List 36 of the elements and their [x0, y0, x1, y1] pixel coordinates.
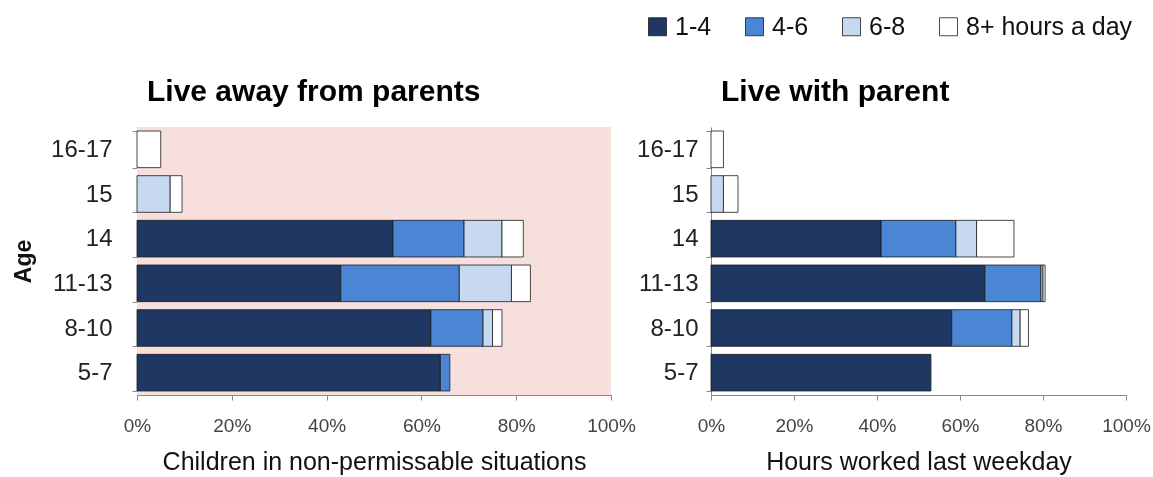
- x-tick-label: 0%: [697, 414, 726, 436]
- y-tick-label: 14: [671, 224, 699, 252]
- bar: [136, 130, 162, 169]
- legend-label: 4-6: [772, 11, 809, 40]
- x-tick-label: 20%: [213, 414, 252, 436]
- x-tick-label: 40%: [858, 414, 897, 436]
- x-tick-label: 100%: [587, 414, 636, 436]
- x-axis-title: Hours worked last weekday: [766, 446, 1073, 475]
- y-tick-label: 8-10: [650, 313, 699, 341]
- y-tick-label: 5-7: [77, 358, 113, 386]
- chart-title: Live away from parents: [147, 74, 481, 107]
- y-axis-title: Age: [10, 239, 37, 284]
- legend-label: 1-4: [675, 11, 712, 40]
- y-tick-label: 14: [85, 224, 113, 252]
- x-tick-label: 80%: [1024, 414, 1063, 436]
- legend-label: 6-8: [869, 11, 906, 40]
- bar: [710, 130, 724, 169]
- x-tick-label: 100%: [1102, 414, 1151, 436]
- y-tick-label: 8-10: [64, 313, 113, 341]
- y-tick-label: 11-13: [52, 268, 113, 296]
- chart-title: Live with parent: [721, 74, 950, 107]
- x-tick-label: 40%: [308, 414, 347, 436]
- y-tick-label: 15: [671, 179, 699, 207]
- x-tick-label: 80%: [497, 414, 536, 436]
- x-tick-label: 60%: [402, 414, 442, 436]
- x-tick-label: 20%: [775, 414, 814, 436]
- y-tick-label: 16-17: [51, 134, 113, 162]
- bar: [710, 353, 932, 392]
- y-tick-label: 16-17: [637, 134, 699, 162]
- y-tick-label: 11-13: [638, 268, 699, 296]
- legend-label: 8+ hours a day: [966, 11, 1133, 40]
- y-tick-label: 5-7: [663, 358, 699, 386]
- x-axis-title: Children in non-permissable situations: [162, 446, 587, 475]
- x-tick-label: 0%: [123, 414, 152, 436]
- y-tick-label: 15: [85, 179, 113, 207]
- x-tick-label: 60%: [941, 414, 980, 436]
